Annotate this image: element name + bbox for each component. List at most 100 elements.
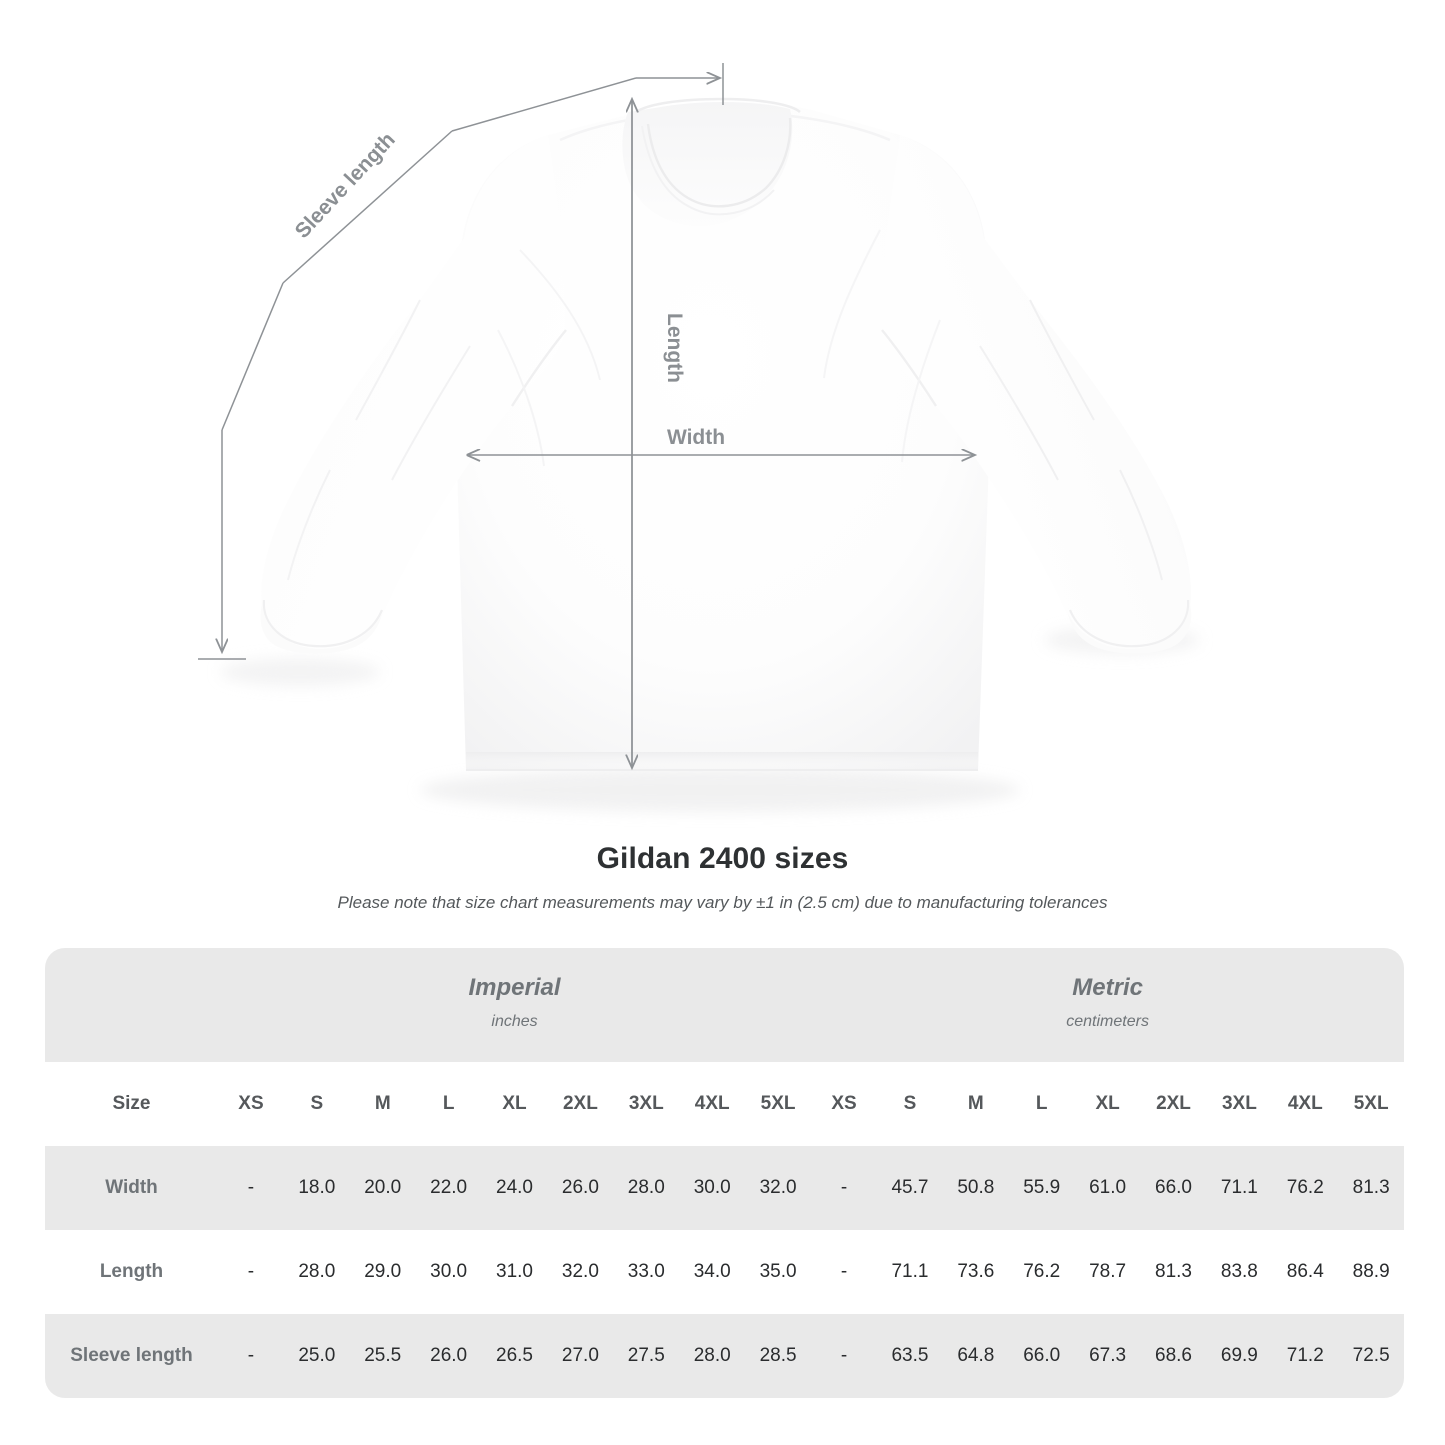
cell-sleeve-imperial-s: 25.0 — [283, 1314, 350, 1398]
collar — [622, 97, 801, 227]
cell-sleeve-imperial-m: 25.5 — [349, 1314, 416, 1398]
cell-width-metric-m: 50.8 — [942, 1146, 1009, 1230]
cell-width-metric-4xl: 76.2 — [1272, 1146, 1339, 1230]
cell-length-metric-3xl: 83.8 — [1206, 1230, 1273, 1314]
size-header-metric-xs: XS — [811, 1062, 877, 1146]
width-label: Width — [667, 426, 725, 449]
unit-group-metric-sub: centimeters — [1066, 1013, 1149, 1030]
unit-group-imperial: Imperial inches — [218, 948, 812, 1062]
cell-width-imperial-s: 18.0 — [283, 1146, 350, 1230]
size-header-imperial-xl: XL — [481, 1062, 548, 1146]
cell-length-metric-5xl: 88.9 — [1338, 1230, 1405, 1314]
cell-width-imperial-m: 20.0 — [349, 1146, 416, 1230]
cell-length-imperial-5xl: 35.0 — [745, 1230, 812, 1314]
cell-length-metric-xs: - — [811, 1230, 877, 1314]
sleeve-length-label: Sleeve length — [291, 128, 400, 243]
cell-sleeve-metric-2xl: 68.6 — [1140, 1314, 1207, 1398]
cell-sleeve-metric-4xl: 71.2 — [1272, 1314, 1339, 1398]
cell-width-imperial-5xl: 32.0 — [745, 1146, 812, 1230]
cell-length-metric-m: 73.6 — [942, 1230, 1009, 1314]
garment-illustration: Sleeve length Length Width — [198, 63, 1200, 812]
cell-sleeve-imperial-xl: 26.5 — [481, 1314, 548, 1398]
unit-group-imperial-sub: inches — [491, 1013, 538, 1030]
unit-group-imperial-name: Imperial — [468, 974, 561, 1001]
cell-length-imperial-m: 29.0 — [349, 1230, 416, 1314]
cell-sleeve-metric-m: 64.8 — [942, 1314, 1009, 1398]
size-header-imperial-4xl: 4XL — [679, 1062, 746, 1146]
cell-width-imperial-l: 22.0 — [415, 1146, 482, 1230]
size-header-metric-3xl: 3XL — [1206, 1062, 1273, 1146]
cell-width-metric-s: 45.7 — [876, 1146, 943, 1230]
cell-sleeve-imperial-5xl: 28.5 — [745, 1314, 812, 1398]
row-label-width: Width — [45, 1146, 218, 1230]
cell-width-metric-3xl: 71.1 — [1206, 1146, 1273, 1230]
cell-length-metric-2xl: 81.3 — [1140, 1230, 1207, 1314]
cell-width-metric-5xl: 81.3 — [1338, 1146, 1405, 1230]
title-block: Gildan 2400 sizes Please note that size … — [0, 838, 1445, 916]
size-header-row: Size XS S M L XL 2XL 3XL 4XL 5XL XS S M … — [45, 1062, 1405, 1146]
cell-length-metric-4xl: 86.4 — [1272, 1230, 1339, 1314]
size-header-imperial-3xl: 3XL — [613, 1062, 680, 1146]
cell-sleeve-metric-xl: 67.3 — [1074, 1314, 1141, 1398]
cell-sleeve-imperial-2xl: 27.0 — [547, 1314, 614, 1398]
shirt-body — [260, 97, 1192, 771]
cell-length-metric-s: 71.1 — [876, 1230, 943, 1314]
size-header-imperial-5xl: 5XL — [745, 1062, 812, 1146]
sleeve-length-dimension — [198, 63, 724, 660]
cell-length-imperial-s: 28.0 — [283, 1230, 350, 1314]
size-header-metric-m: M — [942, 1062, 1009, 1146]
size-chart-table: Imperial inches Metric centimeters Size … — [45, 948, 1405, 1398]
cell-length-imperial-4xl: 34.0 — [679, 1230, 746, 1314]
size-header-label: Size — [45, 1062, 218, 1146]
size-header-metric-5xl: 5XL — [1338, 1062, 1405, 1146]
size-header-imperial-2xl: 2XL — [547, 1062, 614, 1146]
cell-width-metric-xs: - — [811, 1146, 877, 1230]
cell-length-metric-xl: 78.7 — [1074, 1230, 1141, 1314]
row-label-length: Length — [45, 1230, 218, 1314]
length-label: Length — [663, 313, 686, 383]
size-header-metric-4xl: 4XL — [1272, 1062, 1339, 1146]
cell-width-imperial-2xl: 26.0 — [547, 1146, 614, 1230]
table-row: Length - 28.0 29.0 30.0 31.0 32.0 33.0 3… — [45, 1230, 1405, 1314]
cell-sleeve-metric-3xl: 69.9 — [1206, 1314, 1273, 1398]
cell-length-imperial-l: 30.0 — [415, 1230, 482, 1314]
size-header-metric-s: S — [876, 1062, 943, 1146]
measurement-lines — [198, 63, 975, 768]
row-label-sleeve-length: Sleeve length — [45, 1314, 218, 1398]
unit-group-row: Imperial inches Metric centimeters — [45, 948, 1405, 1062]
cell-sleeve-imperial-xs: - — [218, 1314, 284, 1398]
cell-sleeve-imperial-l: 26.0 — [415, 1314, 482, 1398]
cell-width-imperial-xs: - — [218, 1146, 284, 1230]
cell-length-imperial-xs: - — [218, 1230, 284, 1314]
size-header-imperial-l: L — [415, 1062, 482, 1146]
cell-width-metric-l: 55.9 — [1008, 1146, 1075, 1230]
size-header-imperial-m: M — [349, 1062, 416, 1146]
cell-sleeve-imperial-3xl: 27.5 — [613, 1314, 680, 1398]
cell-width-metric-2xl: 66.0 — [1140, 1146, 1207, 1230]
cell-width-imperial-xl: 24.0 — [481, 1146, 548, 1230]
table-row: Sleeve length - 25.0 25.5 26.0 26.5 27.0… — [45, 1314, 1405, 1398]
cell-sleeve-metric-s: 63.5 — [876, 1314, 943, 1398]
cell-width-imperial-3xl: 28.0 — [613, 1146, 680, 1230]
cell-length-imperial-2xl: 32.0 — [547, 1230, 614, 1314]
unit-group-metric-name: Metric — [1072, 974, 1143, 1001]
cell-width-metric-xl: 61.0 — [1074, 1146, 1141, 1230]
cell-width-imperial-4xl: 30.0 — [679, 1146, 746, 1230]
page-title: Gildan 2400 sizes — [596, 842, 849, 875]
size-header-imperial-s: S — [283, 1062, 350, 1146]
tolerance-note: Please note that size chart measurements… — [337, 893, 1108, 912]
table-row: Width - 18.0 20.0 22.0 24.0 26.0 28.0 30… — [45, 1146, 1405, 1230]
cell-length-metric-l: 76.2 — [1008, 1230, 1075, 1314]
cell-length-imperial-xl: 31.0 — [481, 1230, 548, 1314]
unit-band-spacer — [45, 948, 218, 1062]
cell-length-imperial-3xl: 33.0 — [613, 1230, 680, 1314]
cell-sleeve-metric-5xl: 72.5 — [1338, 1314, 1405, 1398]
size-header-metric-l: L — [1008, 1062, 1075, 1146]
cell-sleeve-metric-xs: - — [811, 1314, 877, 1398]
size-header-metric-xl: XL — [1074, 1062, 1141, 1146]
cell-sleeve-metric-l: 66.0 — [1008, 1314, 1075, 1398]
cell-sleeve-imperial-4xl: 28.0 — [679, 1314, 746, 1398]
size-header-imperial-xs: XS — [218, 1062, 284, 1146]
size-header-metric-2xl: 2XL — [1140, 1062, 1207, 1146]
unit-group-metric: Metric centimeters — [811, 948, 1405, 1062]
